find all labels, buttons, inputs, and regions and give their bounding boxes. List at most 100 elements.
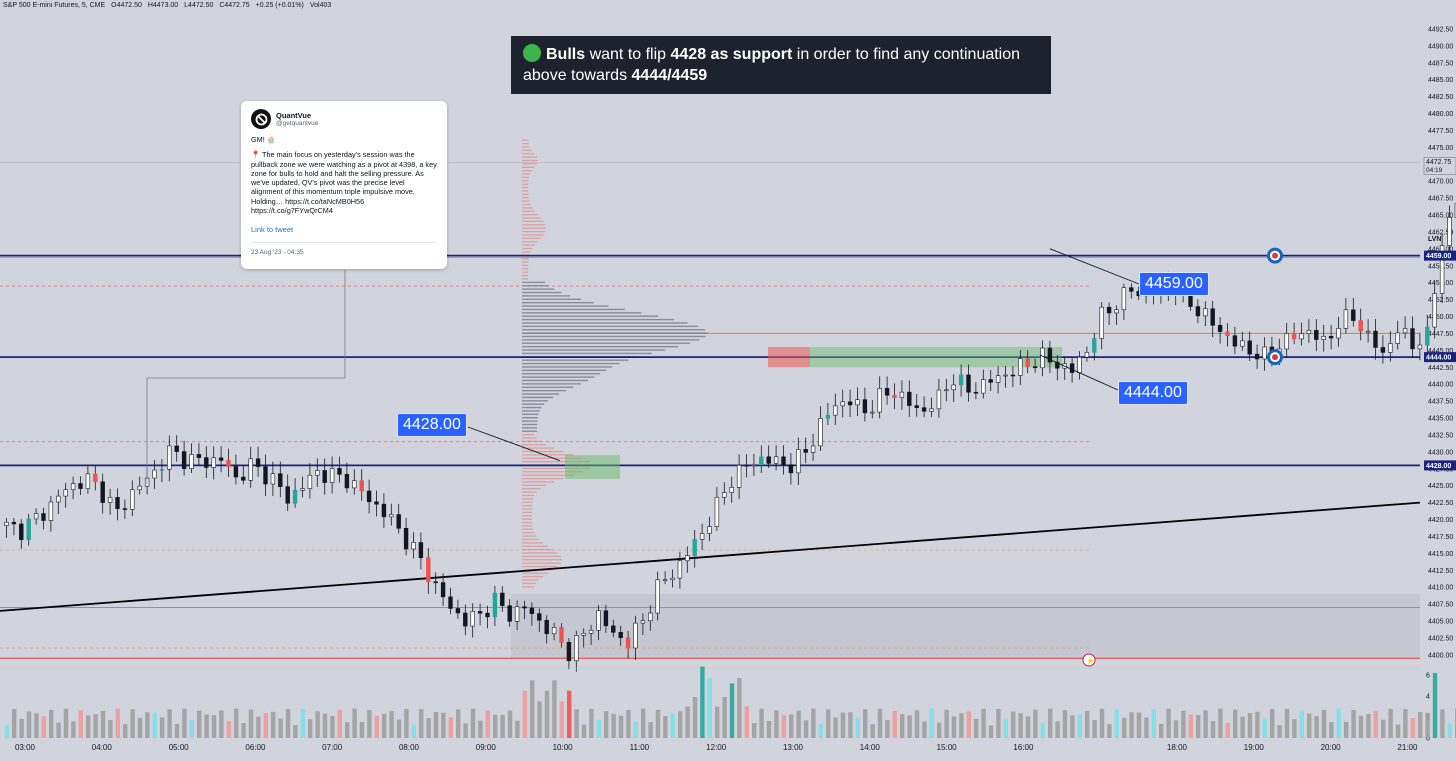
candle-up — [699, 533, 705, 540]
candle-down — [11, 521, 17, 525]
candle-down — [403, 527, 409, 550]
candle-up — [1092, 338, 1097, 353]
volume-bar — [485, 710, 490, 738]
candle-up — [48, 501, 54, 521]
candle-up — [633, 622, 638, 649]
volume-bar — [1284, 708, 1290, 738]
candle-up — [1262, 346, 1267, 360]
volume-profile-bar-upper — [522, 217, 541, 219]
candle-up — [211, 457, 216, 468]
volume-bar — [1092, 719, 1097, 738]
volume-profile-bar — [522, 335, 706, 338]
volume-bar — [1270, 709, 1275, 738]
candle-up — [1203, 308, 1208, 317]
candle-down — [477, 611, 483, 614]
time-tick-label: 12:00 — [706, 743, 727, 752]
volume-bar — [796, 710, 801, 738]
volume-bar — [1018, 713, 1023, 738]
volume-tick-label: 4 — [1426, 694, 1430, 701]
volume-bar — [1181, 710, 1186, 738]
candle-up — [1425, 326, 1430, 346]
candle-down — [847, 401, 853, 406]
candle-down — [366, 490, 372, 503]
candle-up — [492, 592, 498, 618]
volume-bar — [988, 725, 994, 738]
time-tick-label: 20:00 — [1321, 743, 1342, 752]
volume-bar — [1173, 720, 1179, 738]
candle-up — [670, 577, 675, 581]
banner-bulls: Bulls — [546, 46, 586, 63]
volume-bar — [478, 720, 483, 738]
volume-bar — [1321, 709, 1327, 738]
volume-bar — [1218, 708, 1223, 738]
volume-profile-bar-lower — [522, 450, 564, 453]
candle-down — [921, 407, 927, 412]
key-level-axis-label: 4444.00 — [1426, 355, 1451, 362]
volume-bar — [86, 715, 91, 738]
volume-profile-bar-upper — [522, 180, 529, 182]
volume-profile-bar-upper — [522, 214, 538, 216]
volume-bar — [1107, 724, 1112, 738]
volume-bar — [1447, 723, 1452, 738]
candle-up — [292, 489, 298, 504]
volume-profile-bar-lower — [522, 508, 533, 510]
callout-4444-leader — [1039, 354, 1119, 391]
price-tick-label: 4480.00 — [1428, 111, 1453, 118]
volume-profile-bar-lower — [522, 545, 548, 547]
volume-profile-bar-upper — [522, 170, 532, 172]
candle-up — [655, 579, 660, 614]
banner-targets: 4444/4459 — [631, 67, 708, 84]
volume-profile-bar-lower — [522, 481, 555, 483]
volume-bar — [981, 708, 986, 738]
candle-down — [973, 391, 979, 394]
volume-profile-bar-upper — [522, 271, 529, 273]
volume-profile-bar-upper — [522, 261, 529, 263]
candle-up — [248, 458, 253, 481]
volume-profile-bar — [522, 413, 539, 416]
volume-profile-bar-upper — [522, 142, 529, 145]
candle-down — [522, 606, 527, 609]
volume-bar — [900, 714, 905, 738]
candle-down — [1210, 308, 1215, 326]
tweet-link[interactable]: Link to tweet — [251, 225, 294, 235]
volume-bar — [1351, 710, 1356, 738]
candle-down — [988, 379, 993, 383]
close-value: C4472.75 — [219, 2, 250, 9]
candle-down — [1410, 328, 1415, 350]
volume-bar — [426, 718, 431, 738]
candle-up — [692, 539, 697, 556]
volume-bar — [537, 701, 542, 738]
volume-bar — [1129, 712, 1134, 738]
volume-bar — [766, 721, 772, 738]
volume-bar — [914, 710, 920, 738]
candle-up — [551, 627, 557, 635]
candle-up — [1018, 358, 1023, 376]
volume-profile-bar-upper — [522, 166, 535, 168]
volume-profile-bar — [522, 318, 674, 321]
lightning-icon — [1082, 653, 1096, 667]
volume-bar — [596, 719, 601, 738]
lightning-glyph: ⚡ — [1086, 656, 1095, 665]
candle-up — [662, 579, 668, 582]
volume-profile-bar-upper — [522, 241, 538, 243]
volume-profile-bar — [522, 366, 613, 368]
candle-down — [181, 451, 187, 469]
volume-profile-bar — [522, 315, 659, 317]
candle-up — [152, 469, 157, 479]
candle-down — [788, 464, 794, 474]
candle-up — [840, 401, 845, 407]
volume-bar — [1373, 711, 1378, 738]
candle-down — [544, 619, 549, 635]
candle-down — [892, 394, 897, 398]
candle-down — [744, 464, 749, 467]
volume-bar — [678, 711, 683, 738]
volume-profile-bar — [522, 342, 691, 344]
candle-down — [1291, 333, 1297, 340]
volume-bar — [271, 711, 276, 738]
candle-up — [1402, 328, 1408, 334]
volume-bar — [1033, 709, 1038, 738]
candle-down — [226, 460, 231, 467]
volume-profile-bar-lower — [522, 521, 533, 524]
volume-profile-bar — [522, 403, 545, 405]
banner-level: 4428 as support — [670, 46, 793, 63]
